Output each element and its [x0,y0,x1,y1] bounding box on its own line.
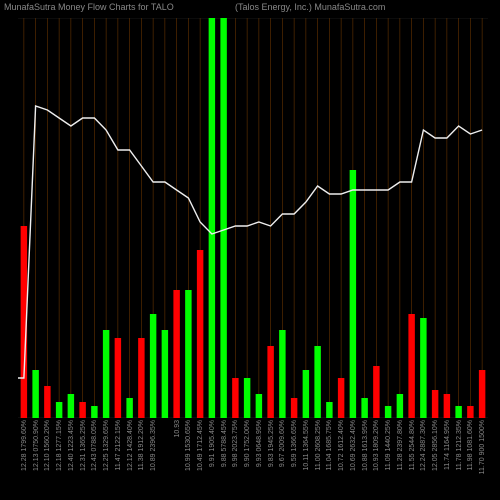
bar [256,394,262,418]
bar [126,398,132,418]
bar [209,18,215,418]
bar [338,378,344,418]
bar [185,290,191,418]
bar [79,402,85,418]
bar [432,390,438,418]
bar [479,370,485,418]
bar [467,406,473,418]
chart-grid [18,18,488,418]
bar [32,370,38,418]
bar [232,378,238,418]
bar [68,394,74,418]
bar [220,18,226,418]
bar [173,290,179,418]
bar [267,346,273,418]
bar [373,366,379,418]
chart-header: MunafaSutra Money Flow Charts for TALO (… [0,2,500,16]
bar [361,398,367,418]
bar [397,394,403,418]
bar [150,314,156,418]
bar [326,402,332,418]
bar [197,250,203,418]
bar [279,330,285,418]
bar [350,170,356,418]
bar [115,338,121,418]
header-right: (Talos Energy, Inc.) MunafaSutra.com [235,2,385,12]
bar [314,346,320,418]
bar [385,406,391,418]
header-left: MunafaSutra Money Flow Charts for TALO [4,2,174,12]
bar [91,406,97,418]
bar [138,338,144,418]
money-flow-chart [18,18,488,418]
bar [408,314,414,418]
bar [455,406,461,418]
bar [56,402,62,418]
chart-bars [21,18,486,418]
bar [244,378,250,418]
chart-container: MunafaSutra Money Flow Charts for TALO (… [0,0,500,500]
x-axis-labels: 12.28 1799.60%12.13 0750.90%12.10 1560.2… [18,420,488,498]
bar [162,330,168,418]
bar [103,330,109,418]
bar [444,394,450,418]
bar [303,370,309,418]
bar [291,398,297,418]
bar [420,318,426,418]
x-tick-label: 11.70 900 1500% [479,420,500,474]
bar [44,386,50,418]
